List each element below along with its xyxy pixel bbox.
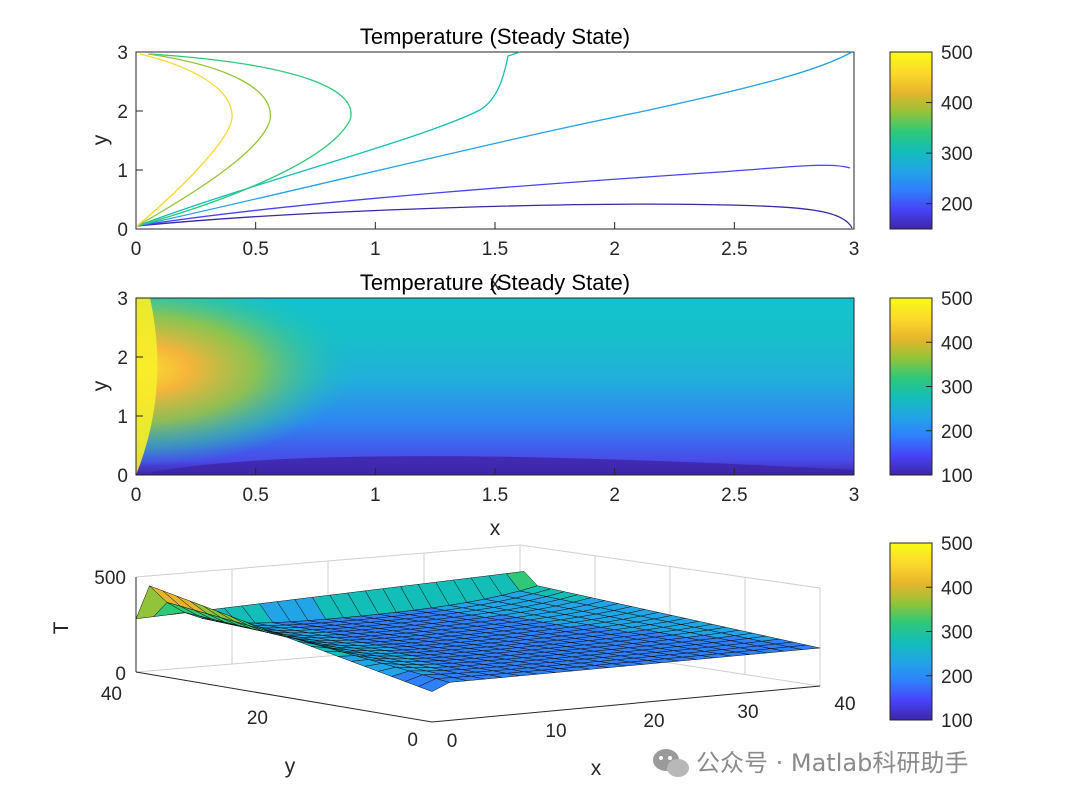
surface-ytick-20: 20 <box>247 708 268 729</box>
contour-xlabel: x <box>490 272 501 295</box>
heatmap-colorbar <box>889 297 933 476</box>
x-tick-label: 2.5 <box>721 485 747 506</box>
contour-line <box>136 53 233 227</box>
contour-colorbar <box>889 51 933 230</box>
colorbar-tick-label: 100 <box>941 711 973 732</box>
heatmap-y-ticks: 0 1 2 3 <box>117 289 143 487</box>
colorbar-tick-label: 300 <box>941 378 973 399</box>
x-tick-label: 2 <box>609 239 620 260</box>
heatmap-ylabel: y <box>89 380 112 391</box>
contour-x-ticks: 0 0.5 1 1.5 2 2.5 3 <box>131 222 860 260</box>
surface-mesh <box>135 571 821 692</box>
surface-xtick-0: 0 <box>447 731 458 752</box>
x-tick-label: 1.5 <box>482 485 508 506</box>
surface-xtick-30: 30 <box>737 702 758 723</box>
colorbar-tick-label: 400 <box>941 333 973 354</box>
colorbar-tick-label: 300 <box>941 144 973 165</box>
contour-y-ticks: 0 1 2 3 <box>117 43 143 241</box>
heatmap-hot-region <box>136 298 854 475</box>
x-tick-label: 1 <box>370 485 381 506</box>
x-tick-label: 2.5 <box>721 239 747 260</box>
surface-zlabel: T <box>50 621 73 634</box>
wechat-icon <box>653 749 689 777</box>
heatmap-hot-edge <box>136 298 158 475</box>
y-tick-label: 3 <box>117 43 128 64</box>
surface-cell <box>788 644 821 650</box>
contour-colorbar-ticks: 200 300 400 500 <box>926 43 973 216</box>
colorbar-tick-label: 200 <box>941 195 973 216</box>
contour-line <box>136 53 271 227</box>
surface-xtick-20: 20 <box>643 711 664 732</box>
x-tick-label: 1.5 <box>482 239 508 260</box>
colorbar-tick-label: 300 <box>941 623 973 644</box>
contour-lines <box>136 51 853 229</box>
y-tick-label: 2 <box>117 102 128 123</box>
heatmap-title: Temperature (Steady State) <box>360 270 630 295</box>
surface-ztick-500: 500 <box>94 568 126 589</box>
contour-panel: Temperature (Steady State) 0 0.5 1 1.5 2 2.5 3… <box>89 24 973 295</box>
surface-xtick-10: 10 <box>545 721 566 742</box>
y-tick-label: 3 <box>117 289 128 310</box>
x-tick-label: 1 <box>370 239 381 260</box>
contour-ylabel: y <box>89 134 112 145</box>
y-tick-label: 0 <box>117 466 128 487</box>
x-tick-label: 0.5 <box>242 239 268 260</box>
contour-line <box>136 51 521 227</box>
colorbar-tick-label: 400 <box>941 578 973 599</box>
heatmap-panel: Temperature (Steady State) 0 0.5 1 1.5 2 2.5 3… <box>89 270 973 540</box>
heatmap-xlabel: x <box>490 517 501 540</box>
y-tick-label: 1 <box>117 161 128 182</box>
y-tick-label: 1 <box>117 407 128 428</box>
x-tick-label: 3 <box>849 239 860 260</box>
contour-title: Temperature (Steady State) <box>360 24 630 49</box>
colorbar-tick-label: 200 <box>941 667 973 688</box>
surface-ytick-40: 40 <box>101 684 122 705</box>
heatmap-x-ticks: 0 0.5 1 1.5 2 2.5 3 <box>131 468 860 506</box>
contour-line <box>136 53 352 227</box>
x-tick-label: 2 <box>609 485 620 506</box>
x-tick-label: 3 <box>849 485 860 506</box>
colorbar-tick-label: 200 <box>941 422 973 443</box>
colorbar-tick-label: 500 <box>941 534 973 555</box>
surface-xlabel: x <box>591 757 602 780</box>
x-tick-label: 0 <box>131 485 142 506</box>
surface-panel: 500 0 T 40 20 0 y 0 10 20 30 40 x 100 200… <box>50 534 973 780</box>
colorbar-tick-label: 400 <box>941 94 973 115</box>
heatmap-colorbar-ticks: 100 200 300 400 500 <box>926 289 973 487</box>
surface-ytick-0: 0 <box>407 730 418 751</box>
surface-ylabel: y <box>285 755 296 778</box>
contour-axes-box <box>135 51 855 230</box>
watermark-text: 公众号 · Matlab科研助手 <box>696 749 968 777</box>
y-tick-label: 2 <box>117 348 128 369</box>
y-tick-label: 0 <box>117 220 128 241</box>
surface-ztick-0: 0 <box>115 664 126 685</box>
surface-colorbar-ticks: 100 200 300 400 500 <box>926 534 973 732</box>
heatmap-cold-edge <box>136 456 854 475</box>
colorbar-tick-label: 500 <box>941 43 973 64</box>
x-tick-label: 0.5 <box>242 485 268 506</box>
x-tick-label: 0 <box>131 239 142 260</box>
contour-line <box>136 203 853 229</box>
colorbar-tick-label: 500 <box>941 289 973 310</box>
watermark: 公众号 · Matlab科研助手 <box>653 749 968 777</box>
colorbar-tick-label: 100 <box>941 466 973 487</box>
surface-xtick-40: 40 <box>834 694 855 715</box>
surface-colorbar <box>889 542 933 721</box>
contour-line <box>136 164 851 227</box>
surface-base-axes <box>135 671 821 723</box>
contour-line <box>136 51 853 227</box>
